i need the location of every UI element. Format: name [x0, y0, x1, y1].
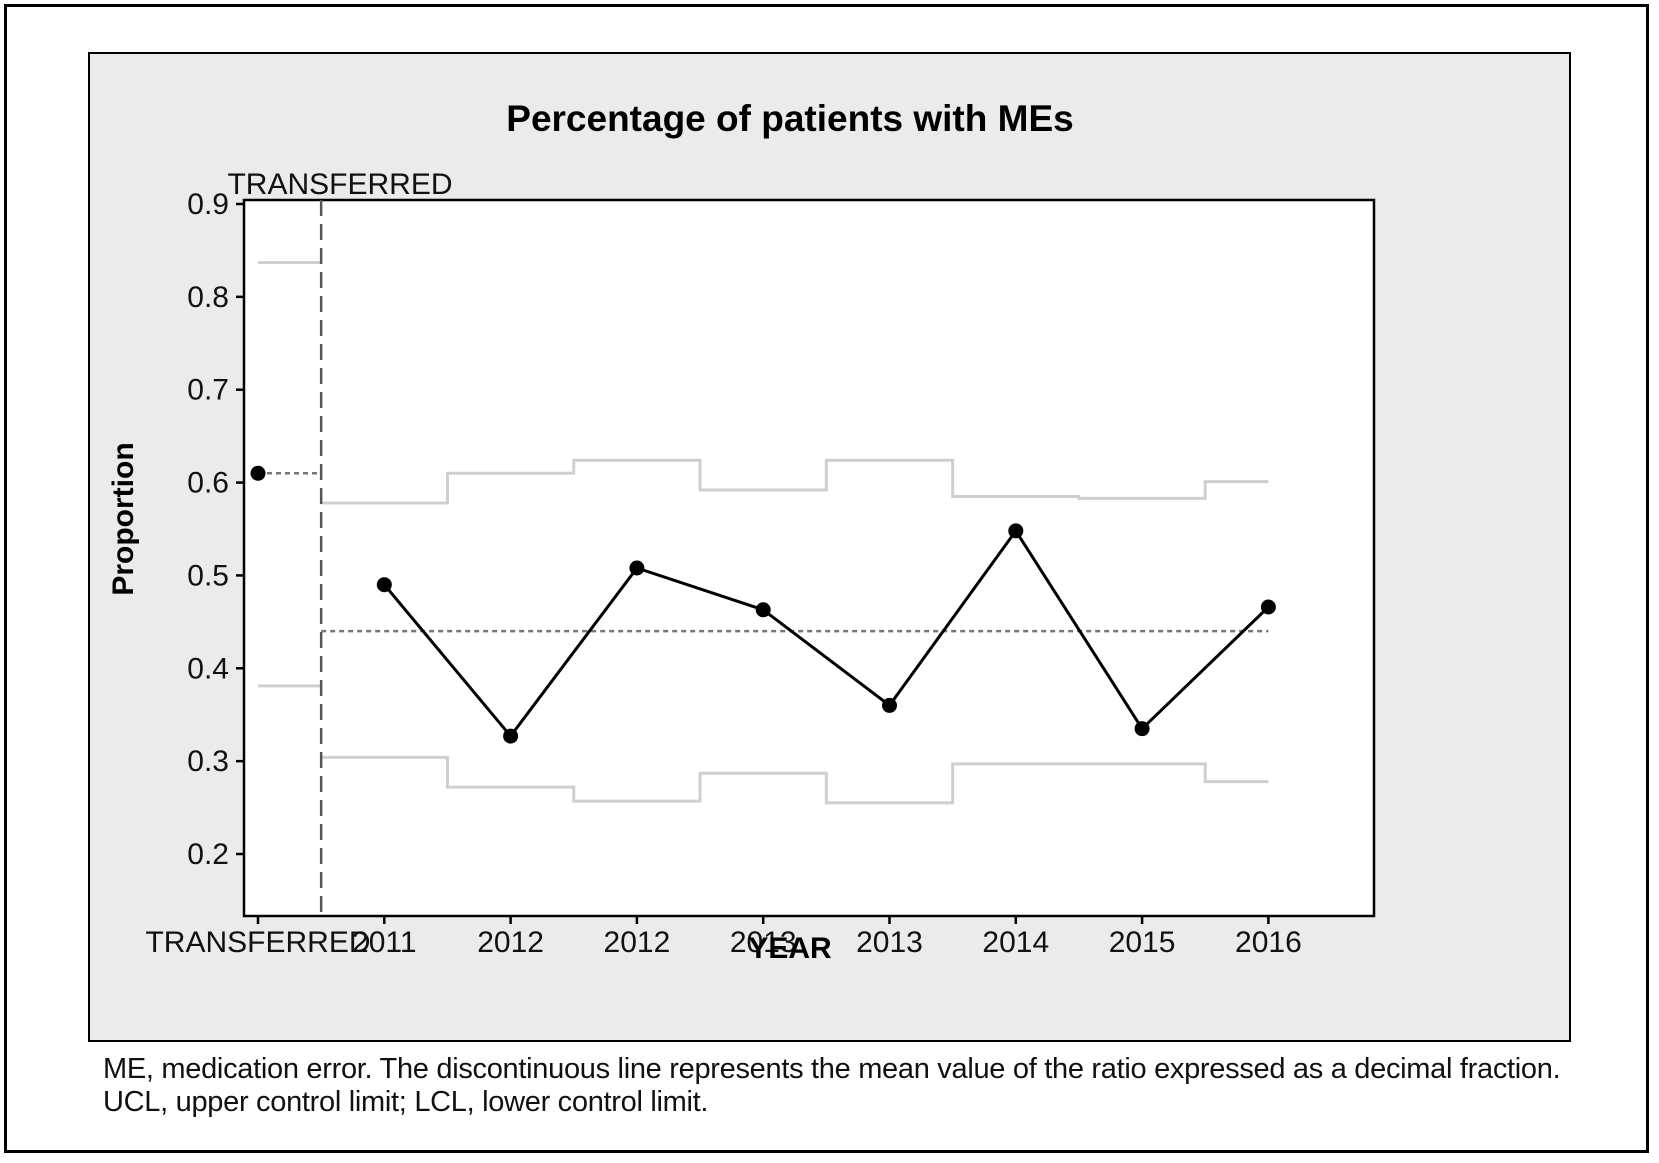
phase-label: TRANSFERRED	[227, 168, 452, 201]
y-tick-label: 0.6	[187, 467, 229, 500]
x-axis-label: YEAR	[748, 932, 832, 965]
data-point-5	[882, 697, 897, 713]
figure-caption: ME, medication error. The discontinuous …	[103, 1053, 1561, 1118]
y-tick-label: 0.5	[187, 559, 229, 592]
y-tick-label: 0.4	[187, 652, 229, 685]
ucl-line	[321, 458, 1269, 505]
x-tick-label: 2016	[1235, 926, 1302, 959]
x-tick-label: 2012	[477, 926, 544, 959]
chart-title: Percentage of patients with MEs	[506, 98, 1073, 139]
y-tick-label: 0.8	[187, 281, 229, 314]
plot-area	[242, 198, 1376, 918]
control-chart: Percentage of patients with MEs TRANSFER…	[107, 98, 1376, 965]
x-tick-label: TRANSFERRED	[145, 926, 370, 959]
y-axis-label: Proportion	[107, 442, 140, 595]
x-tick-label: 2013	[730, 926, 797, 959]
data-point-2	[503, 728, 519, 744]
y-tick-label: 0.9	[187, 188, 229, 221]
data-point-4	[755, 602, 771, 618]
series-line	[250, 465, 1276, 744]
y-tick-label: 0.7	[187, 374, 229, 407]
y-tick-label: 0.3	[187, 745, 229, 778]
data-point-7	[1134, 721, 1150, 737]
data-point-6	[1008, 523, 1024, 539]
data-point-0	[250, 465, 266, 481]
x-tick-label: 2013	[856, 926, 923, 959]
data-line	[383, 528, 1270, 739]
control-limits	[258, 261, 1269, 805]
x-tick-label: 2014	[982, 926, 1049, 959]
x-tick-label: 2015	[1109, 926, 1176, 959]
data-point-3	[629, 560, 645, 576]
lcl-line	[321, 755, 1269, 805]
data-point-1	[376, 577, 392, 593]
center-lines	[258, 472, 1269, 633]
phase-divider: TRANSFERRED	[227, 168, 453, 916]
x-tick-label: 2012	[604, 926, 671, 959]
data-point-8	[1260, 599, 1276, 615]
chart-panel: Percentage of patients with MEs TRANSFER…	[88, 52, 1571, 1042]
y-tick-label: 0.2	[187, 838, 229, 871]
x-tick-label: 2011	[352, 926, 417, 959]
